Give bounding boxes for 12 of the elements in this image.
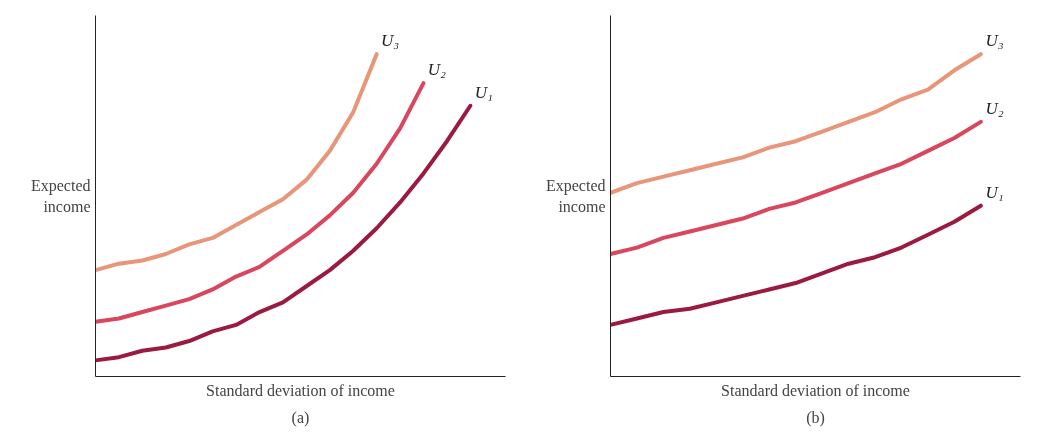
series-label: U₃ (380, 31, 400, 51)
series-label: U₁ (474, 82, 493, 102)
series-label: U₂ (985, 98, 1004, 118)
series-label: U₁ (985, 182, 1004, 202)
y-axis-title: Expected income (30, 177, 91, 215)
text: (a) (291, 408, 310, 427)
series-label: U₂ (427, 60, 447, 80)
x-axis-title: Standard deviation of income (206, 381, 395, 399)
x-axis-title: Standard deviation of income (721, 381, 910, 399)
series-label: U₃ (985, 31, 1004, 51)
text: (b) (806, 408, 825, 427)
y-axis-title: Expected income (545, 177, 606, 215)
